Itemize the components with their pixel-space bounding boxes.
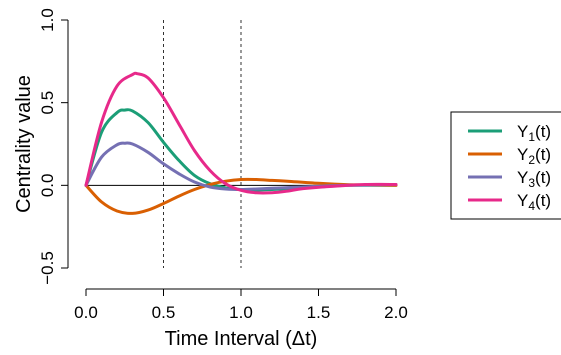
y-tick-label: 1.0 — [38, 8, 57, 32]
y-tick-label: −0.5 — [38, 251, 57, 285]
legend-label: Y2(t) — [517, 145, 551, 167]
y-ticks: −0.5 0.0 0.5 1.0 — [38, 8, 68, 285]
legend-entries: Y1(t)Y2(t)Y3(t)Y4(t) — [468, 122, 551, 213]
legend-label: Y1(t) — [517, 122, 551, 144]
x-axis-title: Time Interval (Δt) — [165, 328, 318, 350]
x-tick-label: 1.5 — [307, 303, 331, 322]
legend-label: Y4(t) — [517, 191, 551, 213]
series-line-y2 — [84, 177, 398, 215]
x-tick-label: 2.0 — [384, 303, 408, 322]
x-tick-label: 1.0 — [229, 303, 253, 322]
legend: Y1(t)Y2(t)Y3(t)Y4(t) — [450, 111, 561, 220]
series-line-y4 — [84, 71, 398, 195]
y-tick-label: 0.0 — [38, 174, 57, 198]
plot-area: 0.0 0.5 1.0 1.5 2.0 −0.5 0.0 0.5 1.0 — [38, 8, 408, 322]
y-axis-title: Centrality value — [13, 75, 35, 213]
series-line-y3 — [84, 141, 398, 191]
x-ticks: 0.0 0.5 1.0 1.5 2.0 — [74, 289, 408, 322]
series-layer — [84, 71, 398, 215]
x-tick-label: 0.5 — [152, 303, 176, 322]
legend-label: Y3(t) — [517, 168, 551, 190]
x-tick-label: 0.0 — [74, 303, 98, 322]
y-tick-label: 0.5 — [38, 91, 57, 115]
